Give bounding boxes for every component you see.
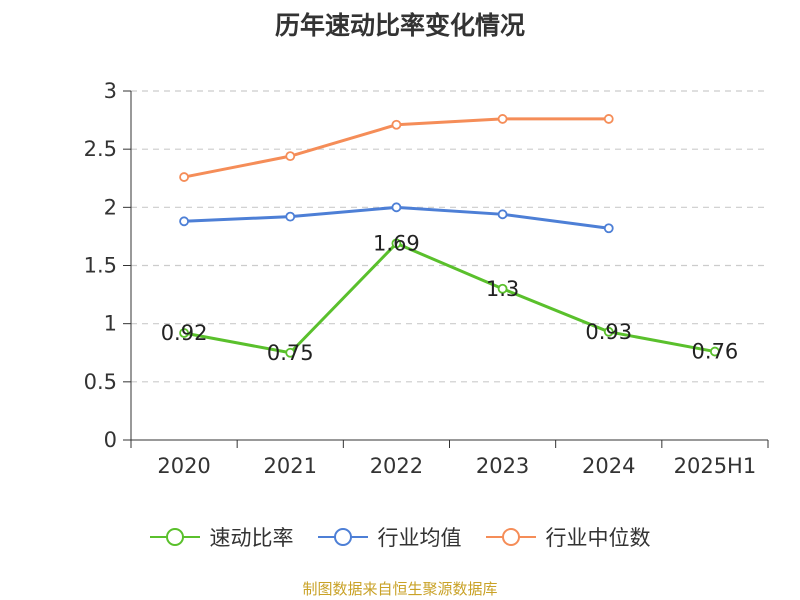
x-tick-label: 2023 [476, 454, 529, 478]
legend-item-quick-ratio[interactable]: 速动比率 [149, 522, 294, 552]
data-label: 0.75 [267, 341, 314, 365]
x-tick-label: 2022 [370, 454, 423, 478]
data-point [285, 347, 296, 358]
data-label: 1.3 [486, 277, 519, 301]
data-point [497, 209, 508, 220]
data-label: 0.76 [692, 340, 739, 364]
data-point [603, 114, 614, 124]
y-tick-label: 3 [104, 79, 117, 103]
legend-item-industry-mean[interactable]: 行业均值 [317, 522, 462, 552]
data-point [391, 238, 402, 249]
data-point [285, 211, 296, 222]
data-source-note: 制图数据来自恒生聚源数据库 [302, 580, 498, 598]
y-tick-label: 0.5 [84, 370, 117, 394]
x-tick-label: 2024 [582, 454, 635, 478]
data-point [603, 223, 614, 234]
data-label: 1.69 [373, 231, 420, 255]
data-labels: 0.92 0.75 1.69 1.3 0.93 0.76 [161, 231, 739, 364]
y-tick-label: 2 [104, 195, 117, 219]
legend-line-icon [317, 528, 368, 546]
series-lines [179, 114, 720, 358]
x-tick-label: 2021 [264, 454, 317, 478]
y-tick-label: 1.5 [84, 254, 117, 278]
data-point [497, 114, 508, 124]
data-point [603, 326, 614, 337]
y-tick-label: 0 [104, 428, 117, 452]
data-point [710, 346, 720, 357]
grid-lines [131, 90, 768, 383]
chart-title: 历年速动比率变化情况 [274, 11, 525, 40]
data-point [391, 119, 402, 130]
data-point [179, 216, 189, 227]
series-line-0 [183, 241, 716, 355]
data-point [285, 151, 296, 162]
data-point [179, 172, 189, 182]
legend-label: 行业中位数 [545, 526, 651, 550]
x-tick-label: 2025H1 [674, 454, 757, 478]
legend-item-industry-median[interactable]: 行业中位数 [485, 522, 651, 552]
legend-line-icon [485, 528, 536, 546]
data-label: 0.93 [585, 320, 632, 344]
y-tick-label: 2.5 [84, 137, 117, 161]
legend-line-icon [149, 528, 200, 546]
axes: 0 0.5 1 1.5 2 2.5 3 2020 2021 2022 2023 2024 2025H1 [84, 79, 769, 478]
y-tick-label: 1 [104, 312, 117, 336]
data-point [179, 328, 189, 338]
x-tick-label: 2020 [157, 454, 210, 478]
legend-label: 行业均值 [377, 526, 462, 550]
legend-label: 速动比率 [209, 526, 294, 550]
data-point [391, 202, 402, 213]
data-point [497, 283, 508, 294]
legend: 速动比率 行业均值 行业中位数 [0, 519, 800, 555]
data-label: 0.92 [161, 321, 208, 345]
